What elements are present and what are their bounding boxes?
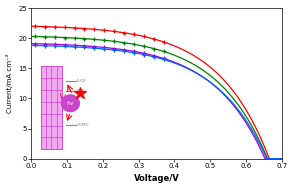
Y-axis label: Current/mA cm⁻²: Current/mA cm⁻² <box>6 53 13 113</box>
X-axis label: Voltage/V: Voltage/V <box>134 174 179 184</box>
